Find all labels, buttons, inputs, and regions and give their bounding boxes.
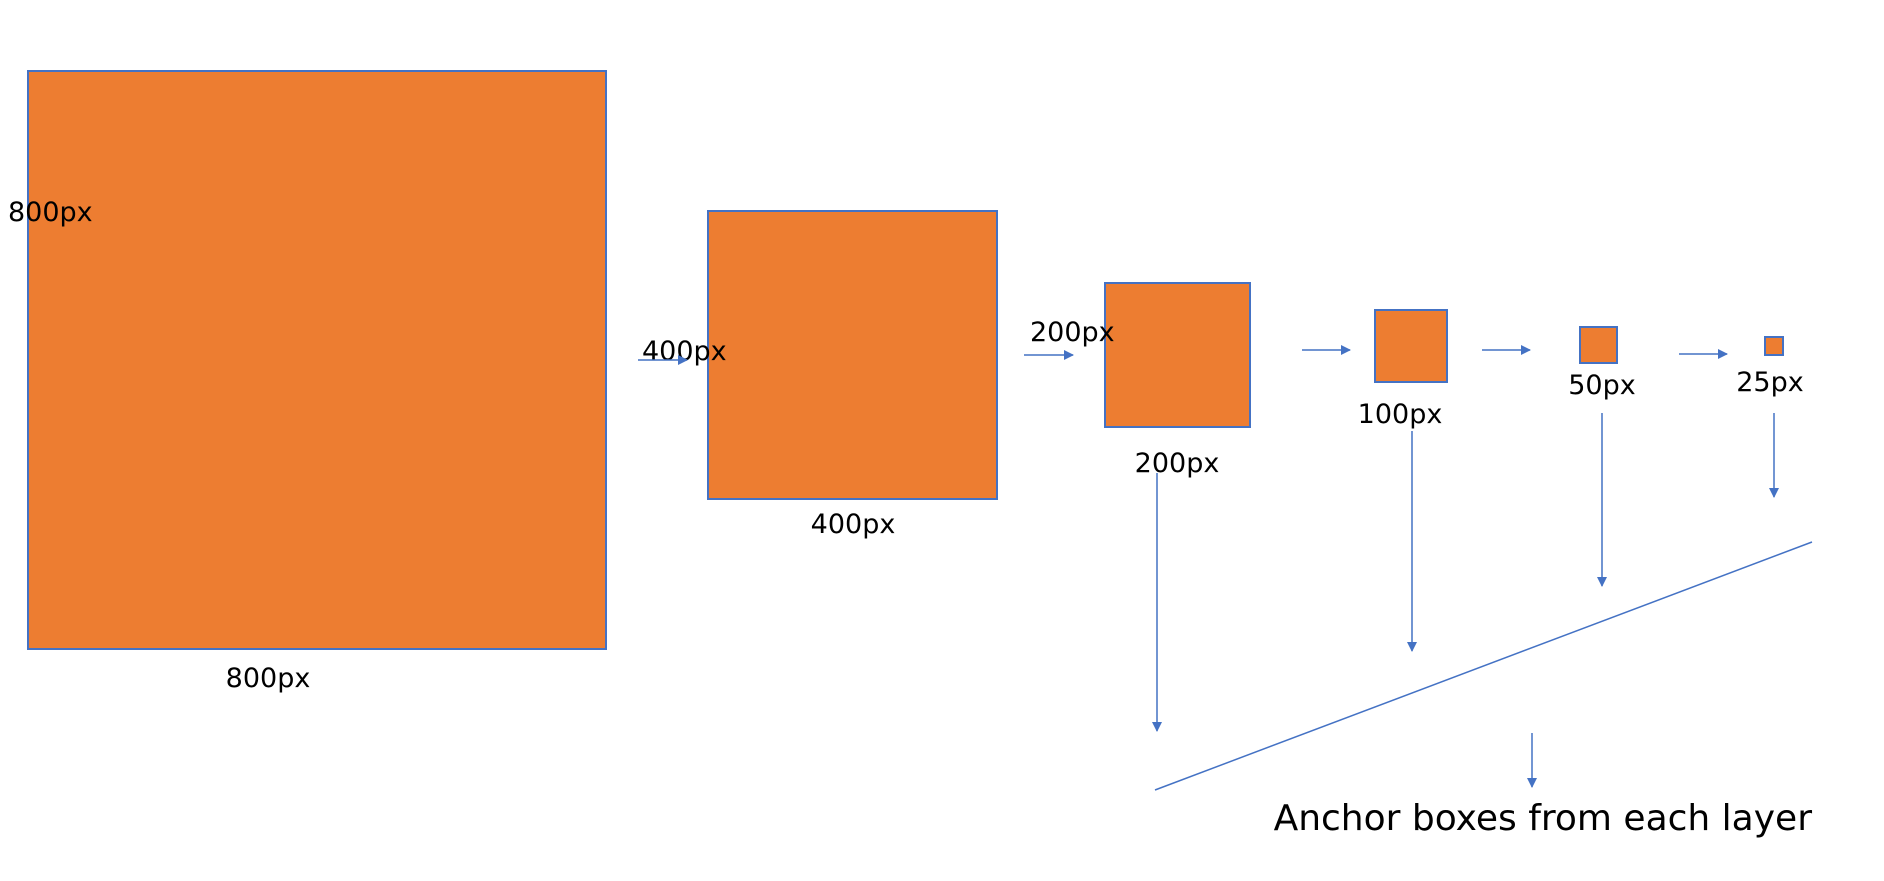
- feature-map-50: [1579, 326, 1618, 364]
- layer-3-width-label: 200px: [1135, 448, 1220, 479]
- feature-map-800: [27, 70, 607, 650]
- feature-map-100: [1374, 309, 1448, 383]
- caption: Anchor boxes from each layer: [1274, 798, 1813, 839]
- feature-map-25: [1764, 336, 1784, 356]
- layer-3-height-label: 200px: [1030, 317, 1115, 348]
- layer-2-height-label: 400px: [642, 336, 727, 367]
- layer-1-height-label: 800px: [8, 197, 93, 228]
- layer-6-width-label: 25px: [1736, 367, 1803, 398]
- feature-map-400: [707, 210, 998, 500]
- layer-4-width-label: 100px: [1358, 399, 1443, 430]
- layer-5-width-label: 50px: [1568, 370, 1635, 401]
- collection-line: [1154, 541, 1813, 791]
- layer-1-width-label: 800px: [226, 663, 311, 694]
- layer-2-width-label: 400px: [811, 509, 896, 540]
- feature-map-200: [1104, 282, 1251, 428]
